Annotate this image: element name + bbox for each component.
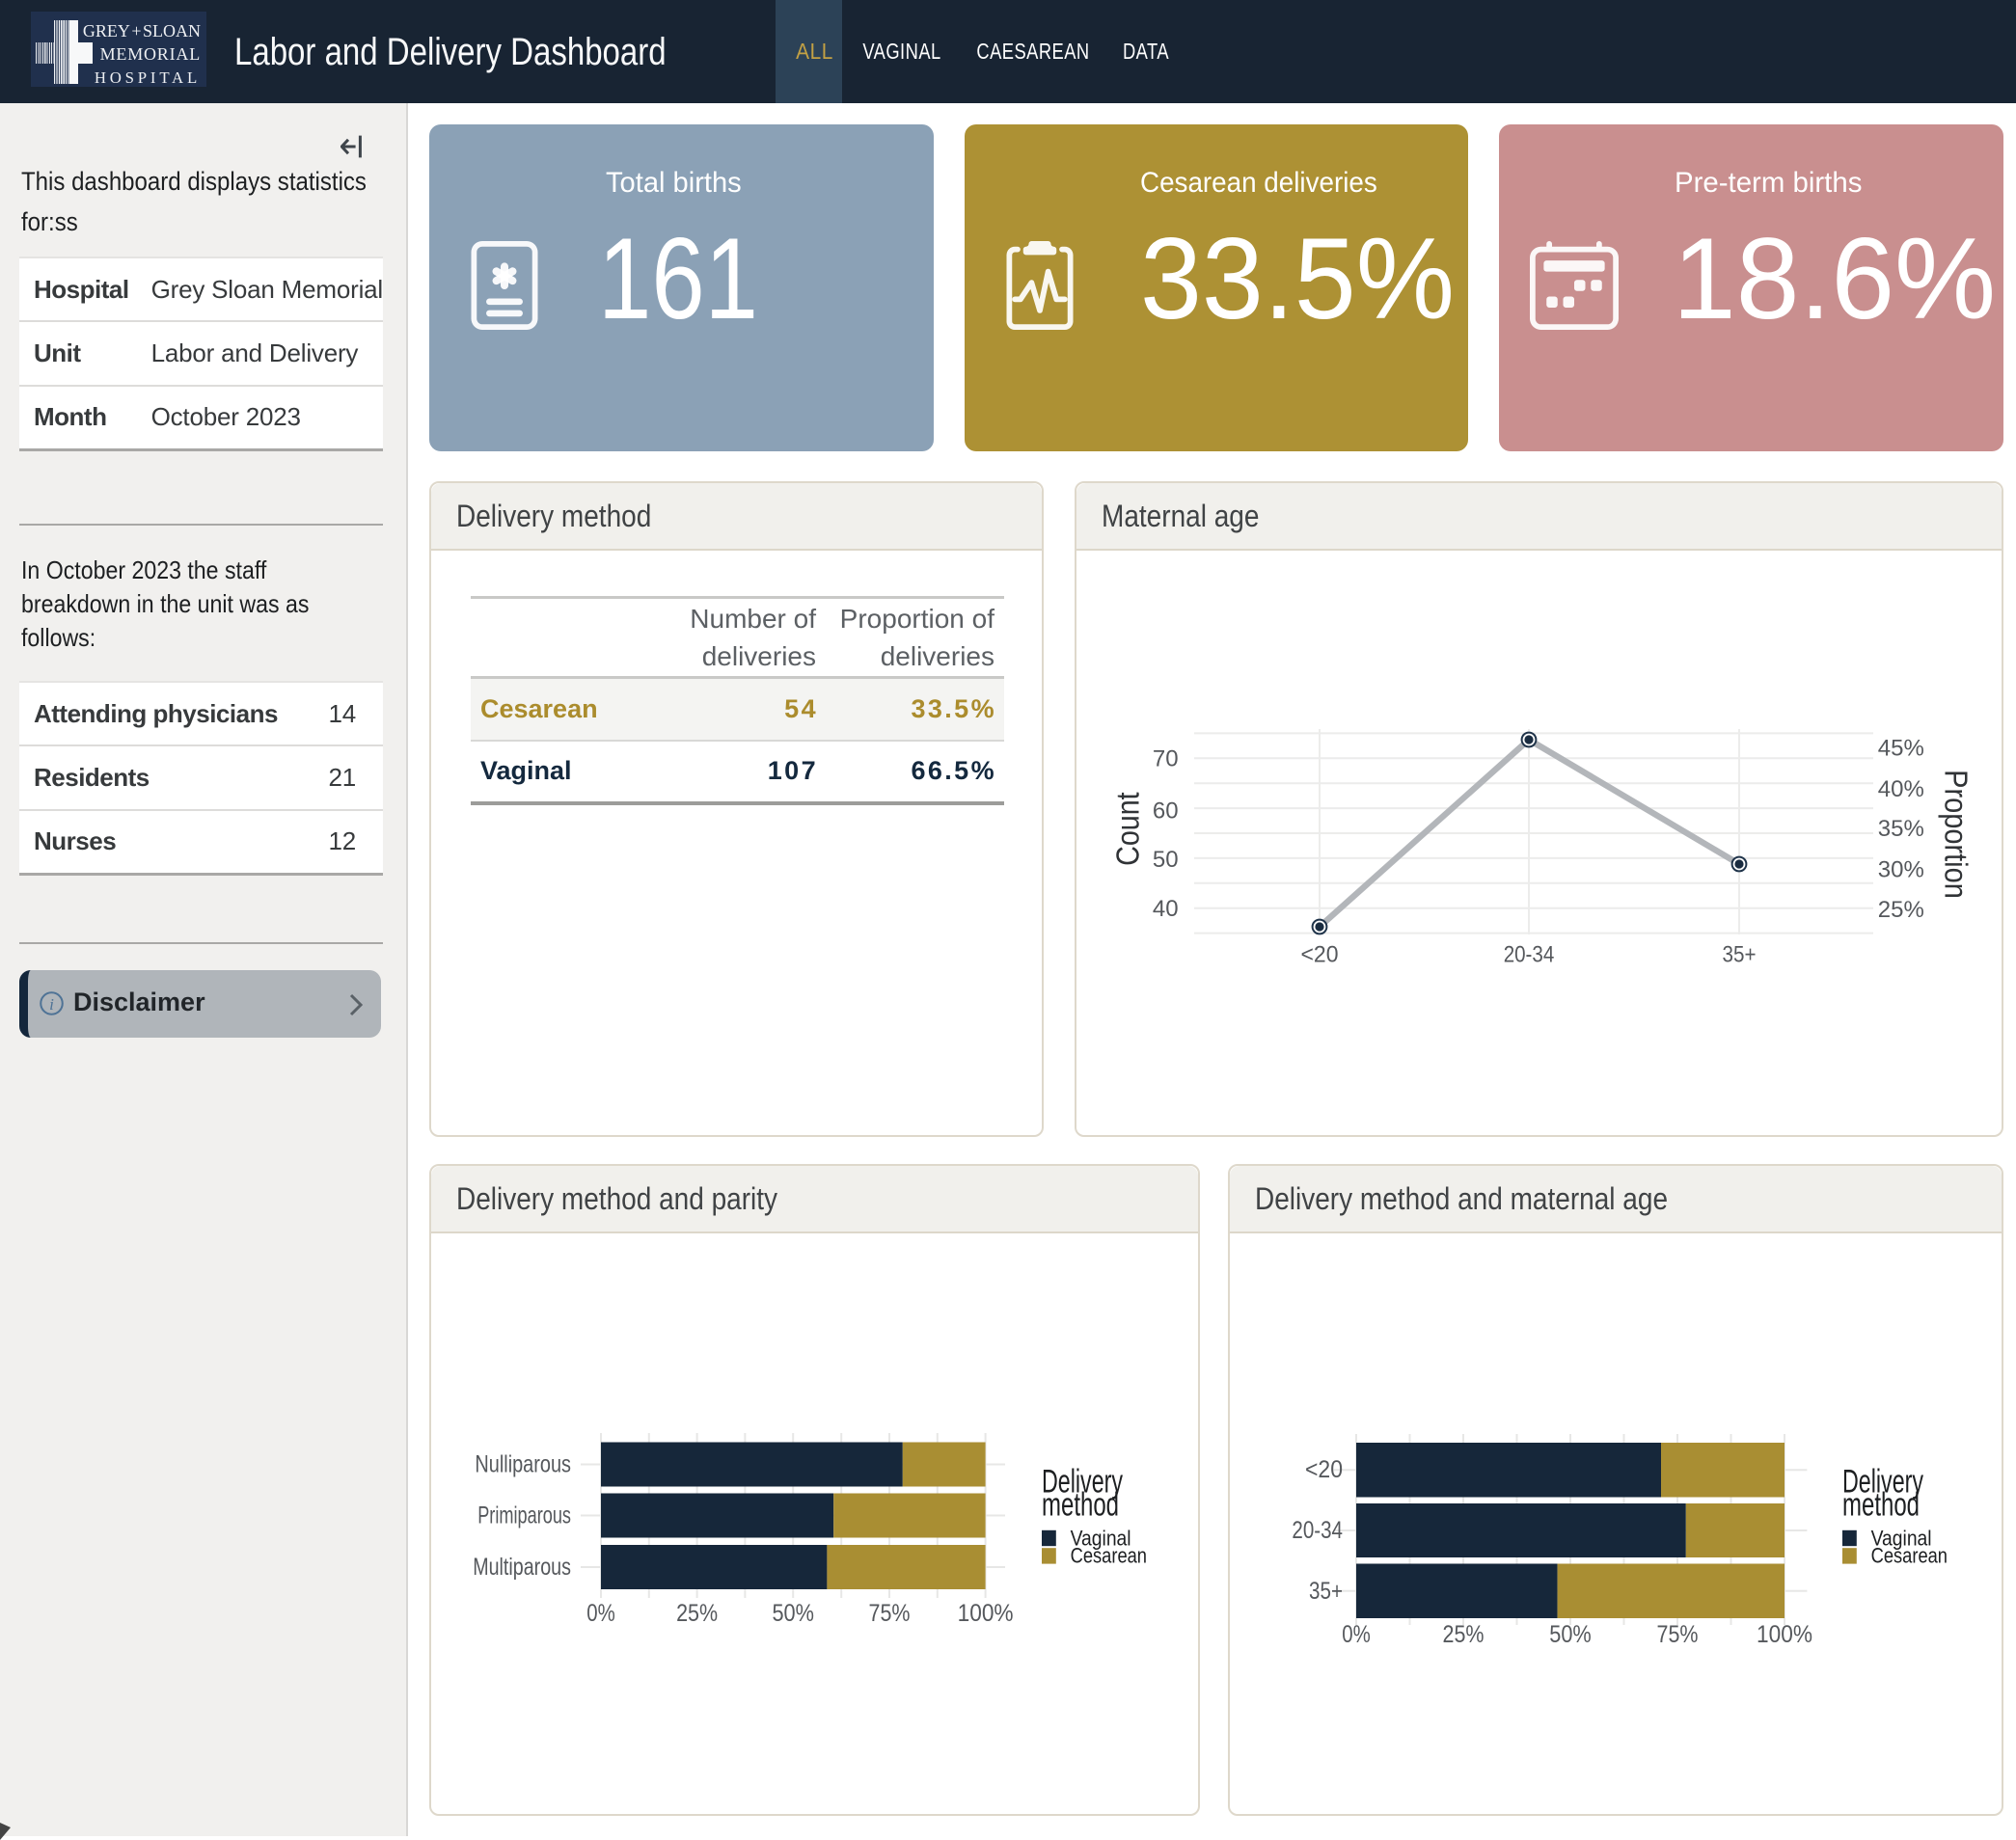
svg-text:Vaginal: Vaginal: [1071, 1527, 1131, 1551]
svg-text:25%: 25%: [1878, 897, 1924, 923]
svg-text:70: 70: [1153, 746, 1179, 772]
svg-text:<20: <20: [1301, 942, 1339, 968]
svg-text:Delivery: Delivery: [1842, 1464, 1923, 1501]
svg-text:20-34: 20-34: [1504, 942, 1555, 968]
svg-text:100%: 100%: [958, 1600, 1014, 1627]
svg-text:Primiparous: Primiparous: [477, 1502, 571, 1529]
svg-text:method: method: [1842, 1486, 1920, 1523]
svg-text:50%: 50%: [772, 1600, 814, 1627]
svg-text:50: 50: [1153, 847, 1179, 873]
svg-text:60: 60: [1153, 798, 1179, 824]
svg-text:35%: 35%: [1878, 816, 1924, 842]
svg-text:45%: 45%: [1878, 735, 1924, 761]
svg-text:30%: 30%: [1878, 857, 1924, 883]
svg-text:method: method: [1042, 1486, 1119, 1523]
svg-text:Cesarean: Cesarean: [1071, 1544, 1147, 1568]
svg-text:0%: 0%: [586, 1600, 615, 1627]
svg-text:35+: 35+: [1723, 942, 1757, 968]
svg-text:Cesarean: Cesarean: [1871, 1544, 1948, 1568]
svg-text:40%: 40%: [1878, 776, 1924, 802]
svg-text:25%: 25%: [676, 1600, 718, 1627]
svg-text:100%: 100%: [1757, 1621, 1812, 1648]
svg-text:i: i: [49, 995, 54, 1014]
svg-text:Multiparous: Multiparous: [473, 1554, 571, 1581]
svg-text:Count: Count: [1109, 792, 1145, 866]
svg-text:Vaginal: Vaginal: [1871, 1527, 1932, 1551]
svg-text:75%: 75%: [1657, 1621, 1699, 1648]
svg-text:25%: 25%: [1443, 1621, 1485, 1648]
svg-text:0%: 0%: [1342, 1621, 1371, 1648]
svg-text:Proportion: Proportion: [1939, 770, 1975, 899]
svg-text:50%: 50%: [1549, 1621, 1592, 1648]
svg-text:75%: 75%: [869, 1600, 911, 1627]
svg-text:35+: 35+: [1309, 1578, 1343, 1605]
svg-text:Nulliparous: Nulliparous: [475, 1451, 571, 1478]
svg-text:40: 40: [1153, 896, 1179, 922]
svg-text:20-34: 20-34: [1292, 1517, 1343, 1544]
svg-text:Delivery: Delivery: [1042, 1464, 1123, 1501]
svg-text:<20: <20: [1305, 1456, 1343, 1483]
